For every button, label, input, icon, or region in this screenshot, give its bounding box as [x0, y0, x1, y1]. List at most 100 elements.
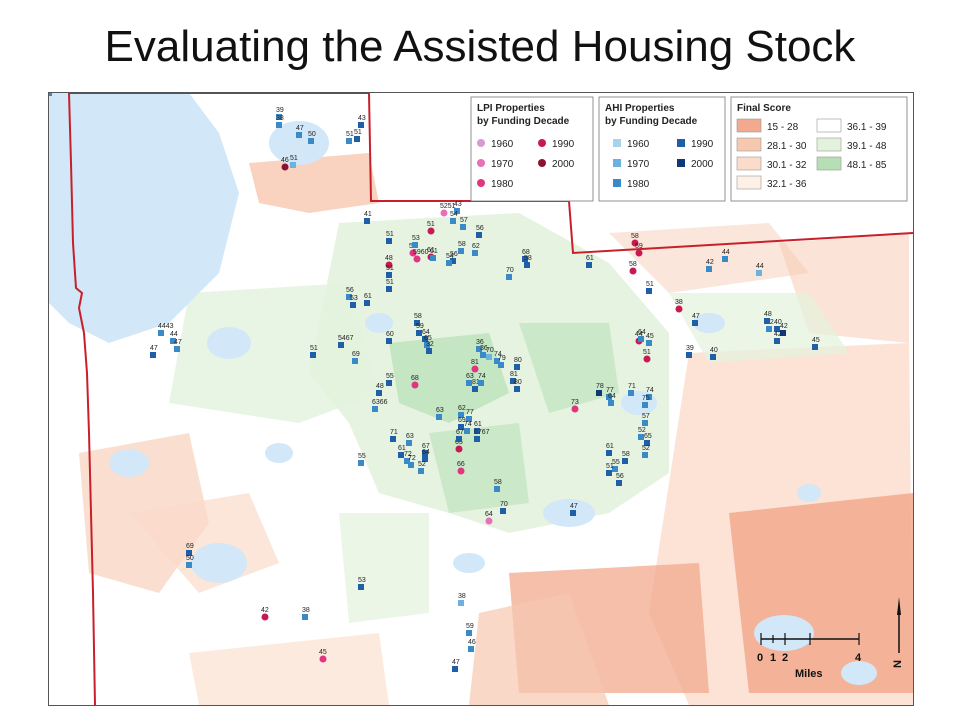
- ahi-marker[interactable]: [498, 362, 504, 368]
- ahi-marker[interactable]: [570, 510, 576, 516]
- ahi-marker[interactable]: [386, 272, 392, 278]
- lpi-marker[interactable]: [631, 239, 639, 247]
- lpi-marker[interactable]: [635, 249, 643, 257]
- lpi-marker[interactable]: [409, 249, 417, 257]
- lpi-marker[interactable]: [385, 261, 393, 269]
- ahi-marker[interactable]: [174, 346, 180, 352]
- ahi-marker[interactable]: [692, 320, 698, 326]
- ahi-marker[interactable]: [780, 330, 786, 336]
- ahi-marker[interactable]: [646, 288, 652, 294]
- ahi-marker[interactable]: [436, 414, 442, 420]
- ahi-marker[interactable]: [466, 380, 472, 386]
- ahi-marker[interactable]: [686, 352, 692, 358]
- ahi-marker[interactable]: [812, 344, 818, 350]
- ahi-marker[interactable]: [774, 338, 780, 344]
- ahi-marker[interactable]: [376, 390, 382, 396]
- ahi-marker[interactable]: [586, 262, 592, 268]
- ahi-marker[interactable]: [472, 250, 478, 256]
- ahi-marker[interactable]: [276, 122, 282, 128]
- ahi-marker[interactable]: [458, 248, 464, 254]
- ahi-marker[interactable]: [416, 330, 422, 336]
- ahi-marker[interactable]: [186, 550, 192, 556]
- lpi-marker[interactable]: [629, 267, 637, 275]
- lpi-marker[interactable]: [440, 209, 448, 217]
- ahi-marker[interactable]: [638, 434, 644, 440]
- ahi-marker[interactable]: [472, 386, 478, 392]
- ahi-marker[interactable]: [302, 614, 308, 620]
- map-panel[interactable]: 4652515153485960615859583844516873644245…: [48, 92, 914, 706]
- ahi-marker[interactable]: [308, 138, 314, 144]
- ahi-marker[interactable]: [514, 364, 520, 370]
- ahi-marker[interactable]: [464, 428, 470, 434]
- ahi-marker[interactable]: [764, 318, 770, 324]
- ahi-marker[interactable]: [466, 630, 472, 636]
- ahi-marker[interactable]: [422, 450, 428, 456]
- ahi-marker[interactable]: [608, 400, 614, 406]
- ahi-marker[interactable]: [710, 354, 716, 360]
- ahi-marker[interactable]: [408, 462, 414, 468]
- ahi-marker[interactable]: [446, 260, 452, 266]
- ahi-marker[interactable]: [404, 458, 410, 464]
- ahi-marker[interactable]: [364, 218, 370, 224]
- ahi-marker[interactable]: [606, 394, 612, 400]
- ahi-marker[interactable]: [766, 326, 772, 332]
- ahi-marker[interactable]: [474, 436, 480, 442]
- ahi-marker[interactable]: [158, 330, 164, 336]
- ahi-marker[interactable]: [422, 336, 428, 342]
- ahi-marker[interactable]: [290, 162, 296, 168]
- lpi-marker[interactable]: [675, 305, 683, 313]
- lpi-marker[interactable]: [427, 227, 435, 235]
- ahi-marker[interactable]: [474, 428, 480, 434]
- ahi-marker[interactable]: [354, 136, 360, 142]
- ahi-marker[interactable]: [386, 238, 392, 244]
- ahi-marker[interactable]: [642, 420, 648, 426]
- ahi-marker[interactable]: [426, 348, 432, 354]
- lpi-marker[interactable]: [319, 655, 327, 663]
- ahi-marker[interactable]: [478, 380, 484, 386]
- ahi-marker[interactable]: [466, 416, 472, 422]
- ahi-marker[interactable]: [352, 358, 358, 364]
- lpi-marker[interactable]: [457, 467, 465, 475]
- ahi-marker[interactable]: [358, 584, 364, 590]
- ahi-marker[interactable]: [524, 262, 530, 268]
- ahi-marker[interactable]: [358, 122, 364, 128]
- ahi-marker[interactable]: [756, 270, 762, 276]
- ahi-marker[interactable]: [616, 480, 622, 486]
- ahi-marker[interactable]: [150, 352, 156, 358]
- ahi-marker[interactable]: [358, 460, 364, 466]
- ahi-marker[interactable]: [310, 352, 316, 358]
- lpi-marker[interactable]: [485, 517, 493, 525]
- ahi-marker[interactable]: [476, 232, 482, 238]
- ahi-marker[interactable]: [646, 340, 652, 346]
- ahi-marker[interactable]: [386, 338, 392, 344]
- ahi-marker[interactable]: [628, 390, 634, 396]
- ahi-marker[interactable]: [638, 336, 644, 342]
- lpi-marker[interactable]: [471, 365, 479, 373]
- ahi-marker[interactable]: [494, 358, 500, 364]
- ahi-marker[interactable]: [456, 436, 462, 442]
- ahi-marker[interactable]: [430, 255, 436, 261]
- ahi-marker[interactable]: [458, 412, 464, 418]
- ahi-marker[interactable]: [422, 456, 428, 462]
- lpi-marker[interactable]: [281, 163, 289, 171]
- ahi-marker[interactable]: [450, 258, 456, 264]
- ahi-marker[interactable]: [452, 666, 458, 672]
- county-map[interactable]: 4652515153485960615859583844516873644245…: [49, 93, 913, 705]
- ahi-marker[interactable]: [500, 508, 506, 514]
- ahi-marker[interactable]: [486, 354, 492, 360]
- ahi-marker[interactable]: [412, 242, 418, 248]
- lpi-marker[interactable]: [643, 355, 651, 363]
- lpi-marker[interactable]: [411, 381, 419, 389]
- ahi-marker[interactable]: [514, 386, 520, 392]
- ahi-marker[interactable]: [372, 406, 378, 412]
- ahi-marker[interactable]: [398, 452, 404, 458]
- lpi-marker[interactable]: [413, 255, 421, 263]
- ahi-marker[interactable]: [424, 342, 430, 348]
- lpi-marker[interactable]: [571, 405, 579, 413]
- lpi-marker[interactable]: [455, 445, 463, 453]
- ahi-marker[interactable]: [476, 346, 482, 352]
- ahi-marker[interactable]: [460, 224, 466, 230]
- ahi-marker[interactable]: [458, 424, 464, 430]
- ahi-marker[interactable]: [606, 470, 612, 476]
- ahi-marker[interactable]: [646, 394, 652, 400]
